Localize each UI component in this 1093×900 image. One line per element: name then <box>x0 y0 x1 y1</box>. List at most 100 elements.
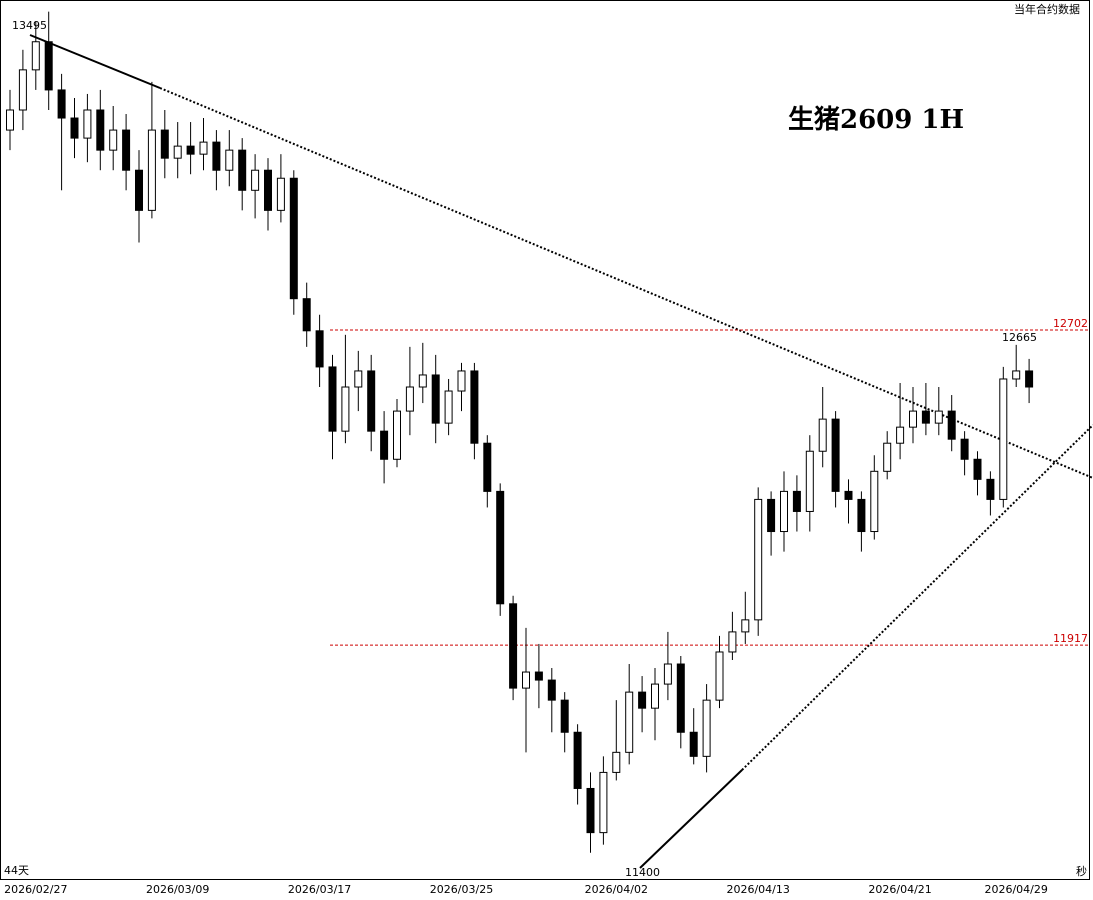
candle-body <box>560 699 569 733</box>
reference-label: 12702 <box>1053 317 1088 330</box>
candle-body <box>289 177 298 300</box>
candle-body <box>405 386 414 412</box>
candle-body <box>225 149 234 171</box>
candle-body <box>844 490 853 500</box>
candle-body <box>780 490 788 533</box>
candle-body <box>96 109 105 151</box>
x-tick-label: 2026/04/13 <box>726 883 789 896</box>
candle-body <box>457 370 466 392</box>
candle-body <box>341 386 350 432</box>
candle-body <box>83 109 92 139</box>
x-tick-label: 2026/03/17 <box>288 883 351 896</box>
x-tick-label: 2026/03/25 <box>430 883 493 896</box>
candle-body <box>909 410 917 428</box>
candle-body <box>1012 370 1021 380</box>
candle-body <box>393 410 401 460</box>
candle-body <box>173 145 182 159</box>
candle-body <box>315 330 324 368</box>
candle-body <box>328 366 337 432</box>
candle-body <box>767 498 776 533</box>
candle-body <box>638 691 647 709</box>
candle-body <box>302 298 311 332</box>
candle-body <box>676 663 685 733</box>
candle-body <box>805 450 814 512</box>
candle-body <box>702 699 711 757</box>
candle-body <box>367 370 376 432</box>
candle-body <box>418 374 427 388</box>
candle-body <box>831 418 840 492</box>
candle-body <box>689 731 698 757</box>
candle-body <box>599 771 608 834</box>
candle-body <box>444 390 453 424</box>
candle-body <box>160 129 169 159</box>
candle-body <box>199 141 208 155</box>
candle-body <box>870 470 879 533</box>
candle-body <box>857 498 866 533</box>
trend-line <box>741 424 1093 771</box>
trend-line <box>639 769 743 869</box>
candle-body <box>534 671 543 681</box>
candle-body <box>186 145 195 155</box>
candle-body <box>122 129 131 171</box>
plot-frame <box>0 0 1090 880</box>
candle-body <box>754 498 763 621</box>
corner-label: 秒 <box>1076 864 1087 878</box>
candle-body <box>483 442 492 492</box>
trend-line <box>159 87 1093 479</box>
candle-body <box>612 751 621 773</box>
recent-high-annotation: 12665 <box>1002 331 1037 344</box>
candle-body <box>921 410 930 424</box>
candle-body <box>986 478 995 500</box>
span-label: 44天 <box>4 864 29 877</box>
candle-body <box>212 141 221 171</box>
candle-body <box>715 651 724 701</box>
candle-body <box>547 679 556 701</box>
candle-body <box>18 69 27 111</box>
candle-body <box>354 370 363 388</box>
candle-body <box>792 490 801 512</box>
candle-body <box>6 109 14 131</box>
candle-body <box>509 603 518 689</box>
candle-body <box>109 129 118 151</box>
candle-body <box>883 442 892 472</box>
candle-body <box>1025 370 1034 388</box>
x-tick-label: 2026/04/02 <box>585 883 648 896</box>
low-annotation: 11400 <box>625 866 660 879</box>
candle-body <box>470 370 479 444</box>
candle-body <box>31 41 40 71</box>
candle-body <box>947 410 956 440</box>
candle-body <box>728 631 737 653</box>
x-tick-label: 2026/02/27 <box>4 883 67 896</box>
x-tick-label: 2026/03/09 <box>146 883 209 896</box>
candle-body <box>44 41 53 91</box>
candle-body <box>973 458 982 480</box>
candle-body <box>818 418 827 452</box>
candle-body <box>625 691 634 753</box>
reference-label: 11917 <box>1053 632 1088 645</box>
subtitle: 当年合约数据 <box>1014 2 1080 16</box>
candle-body <box>431 374 440 424</box>
high-annotation: 13495 <box>12 19 47 32</box>
candle-body <box>276 177 285 211</box>
x-tick-label: 2026/04/21 <box>868 883 931 896</box>
candle-body <box>70 117 79 139</box>
candle-body <box>586 787 595 834</box>
candle-body <box>573 731 582 789</box>
candle-body <box>496 490 505 605</box>
candle-body <box>380 430 389 460</box>
candle-body <box>264 169 272 211</box>
x-tick-label: 2026/04/29 <box>984 883 1047 896</box>
candle-body <box>663 663 672 685</box>
chart-title: 生猪2609 1H <box>788 105 964 135</box>
candle-body <box>522 671 530 689</box>
candle-body <box>934 410 943 424</box>
candle-body <box>741 619 750 633</box>
candle-body <box>135 169 143 211</box>
candle-body <box>960 438 969 460</box>
candle-body <box>651 683 659 709</box>
candle-body <box>57 89 66 119</box>
candle-body <box>999 378 1008 500</box>
candle-body <box>896 426 905 444</box>
candle-body <box>251 169 260 191</box>
